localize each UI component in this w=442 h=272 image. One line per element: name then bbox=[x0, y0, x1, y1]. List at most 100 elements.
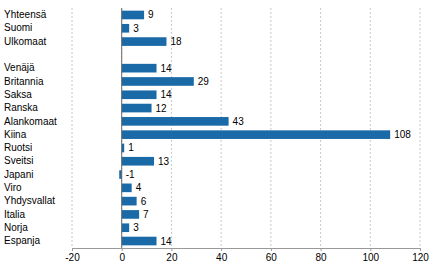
category-label: Suomi bbox=[4, 22, 32, 33]
x-tick-mark bbox=[271, 248, 272, 251]
y-tick: Norja bbox=[4, 222, 28, 233]
x-tick-label: 80 bbox=[316, 252, 328, 263]
data-label: 43 bbox=[233, 116, 245, 127]
bar bbox=[122, 157, 154, 166]
bar bbox=[122, 64, 157, 73]
y-tick: Viro bbox=[4, 182, 22, 193]
data-label: 29 bbox=[198, 76, 210, 87]
y-tick: Alankomaat bbox=[4, 116, 57, 127]
x-tick: 100 bbox=[362, 248, 379, 263]
x-tick-mark bbox=[122, 248, 123, 251]
grid-line bbox=[221, 8, 222, 248]
x-tick-mark bbox=[72, 248, 73, 251]
plot: -2002040608010012093181429141243108113-1… bbox=[65, 8, 429, 263]
bars bbox=[119, 11, 390, 246]
category-label: Espanja bbox=[4, 235, 41, 246]
grid-line bbox=[72, 8, 73, 248]
x-tick-mark bbox=[321, 248, 322, 251]
y-tick: Ranska bbox=[4, 102, 38, 113]
category-label: Yhdysvallat bbox=[4, 195, 55, 206]
chart: -2002040608010012093181429141243108113-1… bbox=[0, 0, 442, 272]
bar bbox=[122, 104, 152, 113]
x-tick: -20 bbox=[65, 248, 80, 263]
data-label: 18 bbox=[170, 36, 182, 47]
data-label: 9 bbox=[148, 9, 154, 20]
x-tick-label: -20 bbox=[65, 252, 80, 263]
data-label: 7 bbox=[143, 209, 149, 220]
data-label: 3 bbox=[133, 222, 139, 233]
data-label: 14 bbox=[161, 63, 173, 74]
bar bbox=[122, 197, 137, 206]
y-tick: Yhdysvallat bbox=[4, 195, 55, 206]
category-label: Ruotsi bbox=[4, 142, 32, 153]
y-tick: Italia bbox=[4, 209, 26, 220]
x-tick: 0 bbox=[119, 248, 125, 263]
y-tick: Ruotsi bbox=[4, 142, 32, 153]
grid bbox=[72, 8, 420, 248]
category-label: Alankomaat bbox=[4, 116, 57, 127]
grid-line bbox=[370, 8, 371, 248]
x-tick-label: 120 bbox=[412, 252, 429, 263]
x-tick-mark bbox=[370, 248, 371, 251]
category-label: Saksa bbox=[4, 89, 32, 100]
y-tick: Britannia bbox=[4, 76, 44, 87]
bar bbox=[122, 90, 157, 99]
bar bbox=[122, 210, 139, 219]
x-tick: 20 bbox=[166, 248, 178, 263]
data-label: 14 bbox=[161, 236, 173, 247]
x-tick-label: 40 bbox=[216, 252, 228, 263]
grid-line bbox=[320, 8, 321, 248]
bar bbox=[122, 37, 167, 46]
bar bbox=[122, 223, 129, 232]
x-tick-mark bbox=[420, 248, 421, 251]
x-tick-label: 100 bbox=[362, 252, 379, 263]
category-label: Italia bbox=[4, 209, 26, 220]
bar bbox=[122, 24, 129, 33]
grid-line bbox=[121, 8, 122, 248]
y-tick: Venäjä bbox=[4, 62, 35, 73]
category-label: Britannia bbox=[4, 76, 44, 87]
data-label: 4 bbox=[136, 182, 142, 193]
y-tick: Kiina bbox=[4, 129, 27, 140]
category-label: Japani bbox=[4, 169, 33, 180]
category-label: Ulkomaat bbox=[4, 36, 46, 47]
x-tick: 60 bbox=[266, 248, 278, 263]
x-tick-label: 60 bbox=[266, 252, 278, 263]
x-tick-label: 0 bbox=[119, 252, 125, 263]
y-tick: Sveitsi bbox=[4, 155, 33, 166]
x-tick-mark bbox=[171, 248, 172, 251]
y-tick: Suomi bbox=[4, 22, 32, 33]
y-tick: Espanja bbox=[4, 235, 41, 246]
data-label: 108 bbox=[394, 129, 411, 140]
data-labels: 93181429141243108113-1467314 bbox=[126, 9, 412, 246]
category-label: Viro bbox=[4, 182, 22, 193]
bar bbox=[122, 237, 157, 246]
y-tick: Yhteensä bbox=[4, 9, 47, 20]
y-axis: Yhteensä Suomi Ulkomaat Venäjä Britannia Saks… bbox=[4, 9, 57, 246]
data-label: 3 bbox=[133, 23, 139, 34]
y-tick: Ulkomaat bbox=[4, 36, 46, 47]
x-tick: 120 bbox=[412, 248, 429, 263]
category-label: Kiina bbox=[4, 129, 27, 140]
category-label: Venäjä bbox=[4, 62, 35, 73]
bar bbox=[122, 77, 194, 86]
data-label: 1 bbox=[128, 142, 134, 153]
data-label: 14 bbox=[161, 89, 173, 100]
zero-line bbox=[121, 8, 122, 248]
x-tick-label: 20 bbox=[166, 252, 178, 263]
data-label: -1 bbox=[126, 169, 135, 180]
x-tick: 40 bbox=[216, 248, 228, 263]
x-axis: -20 0 20 40 60 80 100 120 bbox=[65, 248, 429, 263]
x-tick: 80 bbox=[316, 248, 328, 263]
bar bbox=[122, 11, 144, 20]
grid-line bbox=[420, 8, 421, 248]
grid-line bbox=[270, 8, 271, 248]
category-label: Ranska bbox=[4, 102, 38, 113]
y-tick: Saksa bbox=[4, 89, 32, 100]
category-label: Yhteensä bbox=[4, 9, 47, 20]
data-label: 13 bbox=[158, 156, 170, 167]
category-label: Norja bbox=[4, 222, 28, 233]
x-axis-line bbox=[73, 249, 421, 252]
data-label: 6 bbox=[141, 196, 147, 207]
data-label: 12 bbox=[156, 103, 168, 114]
